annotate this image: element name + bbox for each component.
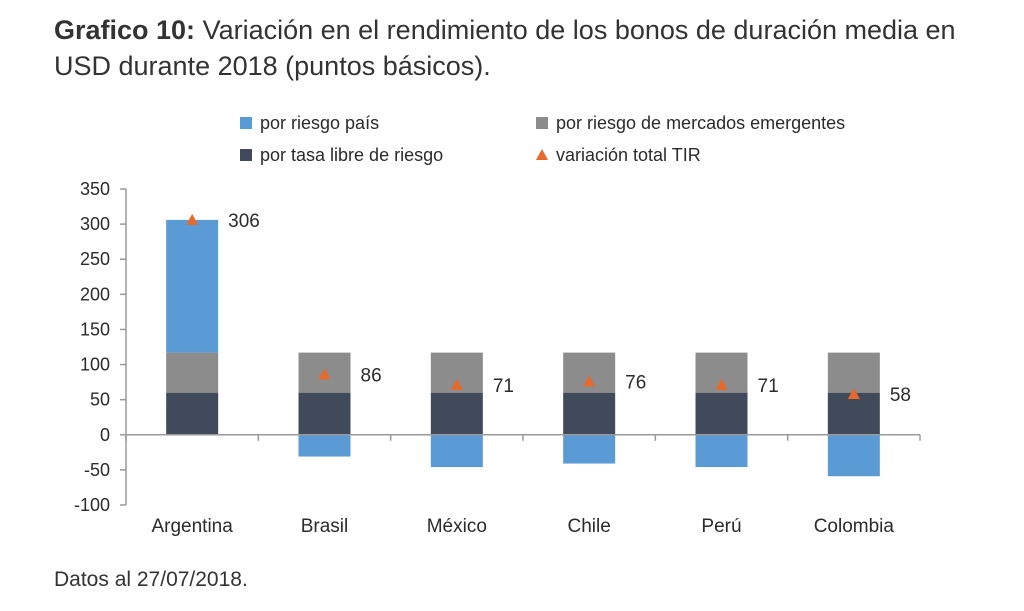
bar-riesgo-emergentes [827, 352, 880, 393]
total-marker-triangle [715, 378, 728, 390]
y-tick-label: 200 [80, 284, 110, 304]
total-value-label: 86 [361, 365, 382, 386]
bar-tasa-libre [563, 392, 616, 435]
total-marker-triangle [186, 213, 199, 225]
y-tick-label: 300 [80, 214, 110, 234]
bar-riesgo-pais [166, 219, 219, 353]
total-value-label: 58 [890, 385, 911, 406]
x-category-label: Brasil [301, 516, 349, 537]
total-marker-triangle [583, 375, 596, 387]
total-value-label: 71 [493, 376, 514, 397]
bar-riesgo-emergentes [166, 352, 219, 393]
bar-tasa-libre [827, 392, 880, 435]
y-tick-label: -50 [84, 460, 110, 480]
x-category-label: México [427, 516, 487, 537]
y-tick-label: 150 [80, 319, 110, 339]
bar-riesgo-emergentes [563, 352, 616, 393]
bar-tasa-libre [695, 392, 748, 435]
x-category-label: Colombia [814, 516, 895, 537]
chart-title-text: Variación en el rendimiento de los bonos… [54, 15, 956, 81]
bar-riesgo-pais [430, 434, 483, 468]
bar-tasa-libre [166, 392, 219, 435]
x-category-label: Argentina [151, 516, 233, 537]
data-date-note: Datos al 27/07/2018. [54, 568, 248, 591]
y-tick-label: 250 [80, 249, 110, 269]
y-tick-label: 0 [100, 425, 110, 445]
y-tick-label: -100 [74, 495, 110, 515]
bar-riesgo-pais [695, 434, 748, 468]
y-tick-label: 50 [90, 390, 110, 410]
bar-riesgo-pais [298, 434, 351, 457]
total-value-label: 306 [228, 211, 260, 232]
bar-riesgo-pais [827, 434, 880, 477]
x-category-label: Chile [568, 516, 611, 537]
chart-title: Grafico 10: Variación en el rendimiento … [54, 12, 994, 84]
total-marker-triangle [450, 378, 463, 390]
bar-riesgo-pais [563, 434, 616, 464]
total-marker-triangle [847, 388, 860, 400]
total-value-label: 76 [625, 372, 646, 393]
bar-tasa-libre [298, 392, 351, 435]
y-tick-label: 350 [80, 179, 110, 199]
total-value-label: 71 [758, 376, 779, 397]
bar-tasa-libre [430, 392, 483, 435]
chart-title-lead: Grafico 10: [54, 15, 196, 45]
y-tick-label: 100 [80, 355, 110, 375]
x-category-label: Perú [701, 516, 741, 537]
total-marker-triangle [318, 368, 331, 380]
